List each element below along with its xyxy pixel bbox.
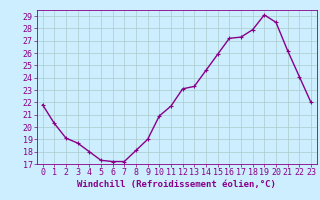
X-axis label: Windchill (Refroidissement éolien,°C): Windchill (Refroidissement éolien,°C) [77, 180, 276, 189]
